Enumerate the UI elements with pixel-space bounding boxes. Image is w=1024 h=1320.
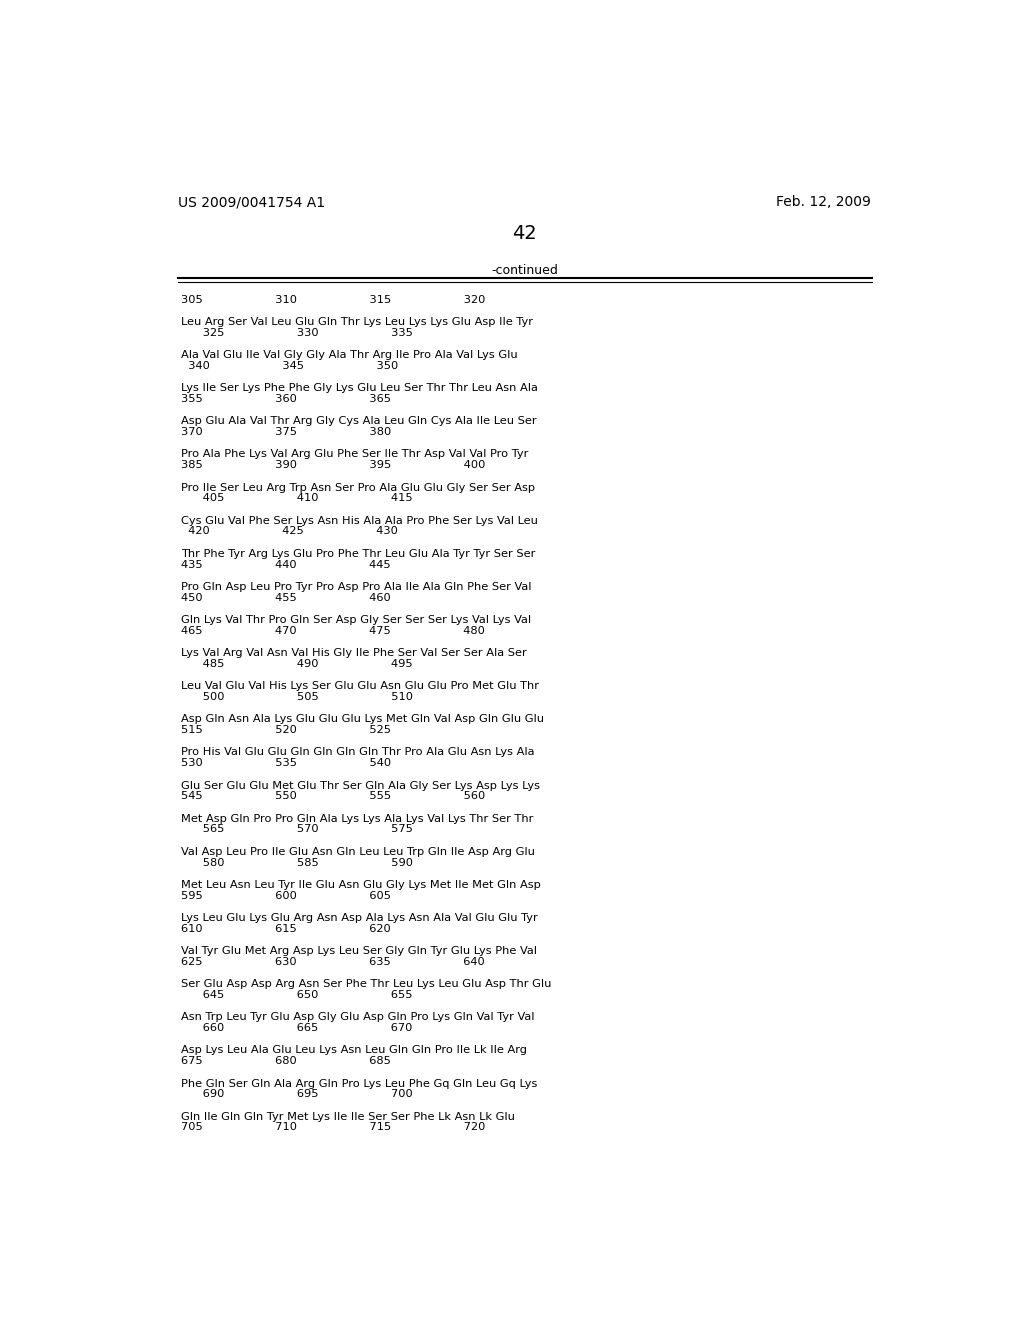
Text: Pro Gln Asp Leu Pro Tyr Pro Asp Pro Ala Ile Ala Gln Phe Ser Val: Pro Gln Asp Leu Pro Tyr Pro Asp Pro Ala …: [180, 582, 531, 591]
Text: 530                    535                    540: 530 535 540: [180, 758, 391, 768]
Text: Val Tyr Glu Met Arg Asp Lys Leu Ser Gly Gln Tyr Glu Lys Phe Val: Val Tyr Glu Met Arg Asp Lys Leu Ser Gly …: [180, 946, 537, 956]
Text: 435                    440                    445: 435 440 445: [180, 560, 390, 569]
Text: 565                    570                    575: 565 570 575: [180, 825, 413, 834]
Text: 675                    680                    685: 675 680 685: [180, 1056, 390, 1067]
Text: Asp Gln Asn Ala Lys Glu Glu Glu Lys Met Gln Val Asp Gln Glu Glu: Asp Gln Asn Ala Lys Glu Glu Glu Lys Met …: [180, 714, 544, 725]
Text: Feb. 12, 2009: Feb. 12, 2009: [775, 195, 870, 210]
Text: Lys Ile Ser Lys Phe Phe Gly Lys Glu Leu Ser Thr Thr Leu Asn Ala: Lys Ile Ser Lys Phe Phe Gly Lys Glu Leu …: [180, 383, 538, 393]
Text: 305                    310                    315                    320: 305 310 315 320: [180, 294, 485, 305]
Text: 340                    345                    350: 340 345 350: [180, 360, 398, 371]
Text: Lys Leu Glu Lys Glu Arg Asn Asp Ala Lys Asn Ala Val Glu Glu Tyr: Lys Leu Glu Lys Glu Arg Asn Asp Ala Lys …: [180, 913, 538, 923]
Text: US 2009/0041754 A1: US 2009/0041754 A1: [178, 195, 326, 210]
Text: Asn Trp Leu Tyr Glu Asp Gly Glu Asp Gln Pro Lys Gln Val Tyr Val: Asn Trp Leu Tyr Glu Asp Gly Glu Asp Gln …: [180, 1012, 535, 1022]
Text: 420                    425                    430: 420 425 430: [180, 527, 397, 536]
Text: 500                    505                    510: 500 505 510: [180, 692, 413, 702]
Text: 450                    455                    460: 450 455 460: [180, 593, 390, 603]
Text: 355                    360                    365: 355 360 365: [180, 395, 391, 404]
Text: 610                    615                    620: 610 615 620: [180, 924, 390, 933]
Text: Glu Ser Glu Glu Met Glu Thr Ser Gln Ala Gly Ser Lys Asp Lys Lys: Glu Ser Glu Glu Met Glu Thr Ser Gln Ala …: [180, 780, 540, 791]
Text: -continued: -continued: [492, 264, 558, 277]
Text: 580                    585                    590: 580 585 590: [180, 858, 413, 867]
Text: Gln Lys Val Thr Pro Gln Ser Asp Gly Ser Ser Ser Lys Val Lys Val: Gln Lys Val Thr Pro Gln Ser Asp Gly Ser …: [180, 615, 530, 624]
Text: Thr Phe Tyr Arg Lys Glu Pro Phe Thr Leu Glu Ala Tyr Tyr Ser Ser: Thr Phe Tyr Arg Lys Glu Pro Phe Thr Leu …: [180, 549, 536, 558]
Text: 465                    470                    475                    480: 465 470 475 480: [180, 626, 484, 636]
Text: Lys Val Arg Val Asn Val His Gly Ile Phe Ser Val Ser Ser Ala Ser: Lys Val Arg Val Asn Val His Gly Ile Phe …: [180, 648, 526, 659]
Text: Gln Ile Gln Gln Tyr Met Lys Ile Ile Ser Ser Phe Lk Asn Lk Glu: Gln Ile Gln Gln Tyr Met Lys Ile Ile Ser …: [180, 1111, 515, 1122]
Text: Asp Glu Ala Val Thr Arg Gly Cys Ala Leu Gln Cys Ala Ile Leu Ser: Asp Glu Ala Val Thr Arg Gly Cys Ala Leu …: [180, 416, 537, 426]
Text: Ala Val Glu Ile Val Gly Gly Ala Thr Arg Ile Pro Ala Val Lys Glu: Ala Val Glu Ile Val Gly Gly Ala Thr Arg …: [180, 350, 517, 360]
Text: Leu Arg Ser Val Leu Glu Gln Thr Lys Leu Lys Lys Glu Asp Ile Tyr: Leu Arg Ser Val Leu Glu Gln Thr Lys Leu …: [180, 317, 532, 327]
Text: 405                    410                    415: 405 410 415: [180, 494, 413, 503]
Text: 705                    710                    715                    720: 705 710 715 720: [180, 1122, 485, 1133]
Text: 645                    650                    655: 645 650 655: [180, 990, 413, 1001]
Text: Cys Glu Val Phe Ser Lys Asn His Ala Ala Pro Phe Ser Lys Val Leu: Cys Glu Val Phe Ser Lys Asn His Ala Ala …: [180, 516, 538, 525]
Text: 625                    630                    635                    640: 625 630 635 640: [180, 957, 484, 966]
Text: Pro His Val Glu Glu Gln Gln Gln Gln Thr Pro Ala Glu Asn Lys Ala: Pro His Val Glu Glu Gln Gln Gln Gln Thr …: [180, 747, 535, 758]
Text: 485                    490                    495: 485 490 495: [180, 659, 413, 669]
Text: 370                    375                    380: 370 375 380: [180, 428, 391, 437]
Text: Met Asp Gln Pro Pro Gln Ala Lys Lys Ala Lys Val Lys Thr Ser Thr: Met Asp Gln Pro Pro Gln Ala Lys Lys Ala …: [180, 813, 534, 824]
Text: Asp Lys Leu Ala Glu Leu Lys Asn Leu Gln Gln Pro Ile Lk Ile Arg: Asp Lys Leu Ala Glu Leu Lys Asn Leu Gln …: [180, 1045, 526, 1056]
Text: 690                    695                    700: 690 695 700: [180, 1089, 413, 1100]
Text: Leu Val Glu Val His Lys Ser Glu Glu Asn Glu Glu Pro Met Glu Thr: Leu Val Glu Val His Lys Ser Glu Glu Asn …: [180, 681, 539, 692]
Text: Met Leu Asn Leu Tyr Ile Glu Asn Glu Gly Lys Met Ile Met Gln Asp: Met Leu Asn Leu Tyr Ile Glu Asn Glu Gly …: [180, 880, 541, 890]
Text: Pro Ile Ser Leu Arg Trp Asn Ser Pro Ala Glu Glu Gly Ser Ser Asp: Pro Ile Ser Leu Arg Trp Asn Ser Pro Ala …: [180, 483, 535, 492]
Text: Val Asp Leu Pro Ile Glu Asn Gln Leu Leu Trp Gln Ile Asp Arg Glu: Val Asp Leu Pro Ile Glu Asn Gln Leu Leu …: [180, 847, 535, 857]
Text: Phe Gln Ser Gln Ala Arg Gln Pro Lys Leu Phe Gq Gln Leu Gq Lys: Phe Gln Ser Gln Ala Arg Gln Pro Lys Leu …: [180, 1078, 537, 1089]
Text: 515                    520                    525: 515 520 525: [180, 725, 391, 735]
Text: 325                    330                    335: 325 330 335: [180, 327, 413, 338]
Text: Ser Glu Asp Asp Arg Asn Ser Phe Thr Leu Lys Leu Glu Asp Thr Glu: Ser Glu Asp Asp Arg Asn Ser Phe Thr Leu …: [180, 979, 551, 989]
Text: 545                    550                    555                    560: 545 550 555 560: [180, 792, 485, 801]
Text: 595                    600                    605: 595 600 605: [180, 891, 391, 900]
Text: Pro Ala Phe Lys Val Arg Glu Phe Ser Ile Thr Asp Val Val Pro Tyr: Pro Ala Phe Lys Val Arg Glu Phe Ser Ile …: [180, 449, 528, 459]
Text: 42: 42: [512, 224, 538, 243]
Text: 385                    390                    395                    400: 385 390 395 400: [180, 461, 485, 470]
Text: 660                    665                    670: 660 665 670: [180, 1023, 412, 1034]
